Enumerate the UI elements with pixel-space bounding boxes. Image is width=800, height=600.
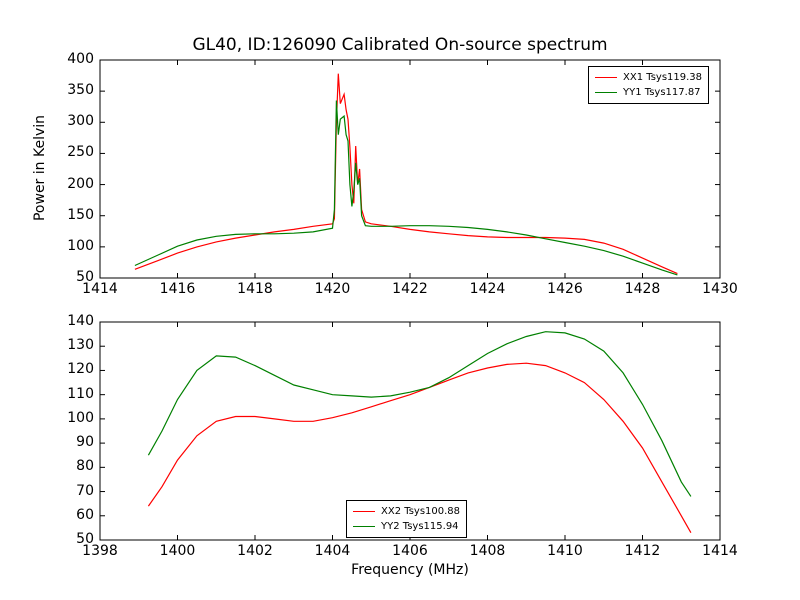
x-tick-label: 1430 <box>702 281 738 297</box>
series-line-1-1 <box>147 331 692 497</box>
y-tick-label: 350 <box>67 82 94 99</box>
series-line-0-0 <box>134 73 678 275</box>
y-tick-label: 80 <box>76 458 94 475</box>
legend-label: YY1 Tsys117.87 <box>623 87 701 98</box>
x-tick-label: 1400 <box>159 543 196 559</box>
x-tick-label: 1412 <box>624 543 661 559</box>
y-tick-label: 400 <box>67 51 94 67</box>
y-tick-label: 300 <box>67 113 94 130</box>
y-tick-label: 140 <box>67 313 94 329</box>
legend-label: YY2 Tsys115.94 <box>381 521 459 532</box>
legend-bottom: XX2 Tsys100.88 YY2 Tsys115.94 <box>346 500 468 538</box>
y-tick-label: 70 <box>76 482 94 499</box>
y-tick-label: 110 <box>67 385 94 402</box>
y-tick-label: 200 <box>67 175 94 192</box>
x-tick-label: 1418 <box>237 281 273 297</box>
x-tick-label: 1428 <box>624 281 661 297</box>
legend-label: XX1 Tsys119.38 <box>623 72 703 83</box>
y-tick-label: 50 <box>76 269 94 285</box>
x-tick-label: 1408 <box>469 543 506 559</box>
x-axis-label-bottom: Frequency (MHz) <box>351 562 469 578</box>
x-tick-label: 1414 <box>82 281 118 297</box>
legend-top: XX1 Tsys119.38 YY1 Tsys117.87 <box>588 66 710 104</box>
y-tick-label: 250 <box>67 144 94 161</box>
x-tick-label: 1416 <box>159 281 196 297</box>
y-tick-label: 130 <box>67 337 94 354</box>
x-tick-label: 1406 <box>392 543 428 559</box>
y-tick-label: 50 <box>76 531 94 547</box>
y-tick-label: 90 <box>76 434 94 451</box>
x-tick-label: 1422 <box>392 281 428 297</box>
x-tick-label: 1426 <box>547 281 583 297</box>
series-line-1-0 <box>147 362 692 533</box>
y-tick-label: 150 <box>67 206 94 223</box>
legend-item-xx1: XX1 Tsys119.38 <box>595 70 702 85</box>
x-tick-label: 1404 <box>314 543 351 559</box>
y-tick-label: 100 <box>67 237 94 254</box>
x-tick-label: 1402 <box>237 543 273 559</box>
legend-swatch-green <box>595 92 617 93</box>
x-tick-label: 1424 <box>469 281 506 297</box>
y-tick-label: 60 <box>76 506 94 523</box>
series-line-0-1 <box>134 100 678 276</box>
x-tick-label: 1414 <box>702 543 738 559</box>
legend-item-yy1: YY1 Tsys117.87 <box>595 85 702 100</box>
chart-title: GL40, ID:126090 Calibrated On-source spe… <box>192 35 608 55</box>
legend-swatch-green <box>353 526 375 527</box>
legend-swatch-red <box>595 77 617 78</box>
legend-item-xx2: XX2 Tsys100.88 <box>353 504 460 519</box>
legend-item-yy2: YY2 Tsys115.94 <box>353 519 460 534</box>
y-tick-label: 100 <box>67 409 94 426</box>
y-tick-label: 120 <box>67 361 94 378</box>
legend-swatch-red <box>353 511 375 512</box>
x-tick-label: 1410 <box>547 543 583 559</box>
legend-label: XX2 Tsys100.88 <box>381 506 461 517</box>
y-axis-label-top: Power in Kelvin <box>32 114 48 222</box>
x-tick-label: 1398 <box>82 543 118 559</box>
x-tick-label: 1420 <box>314 281 351 297</box>
